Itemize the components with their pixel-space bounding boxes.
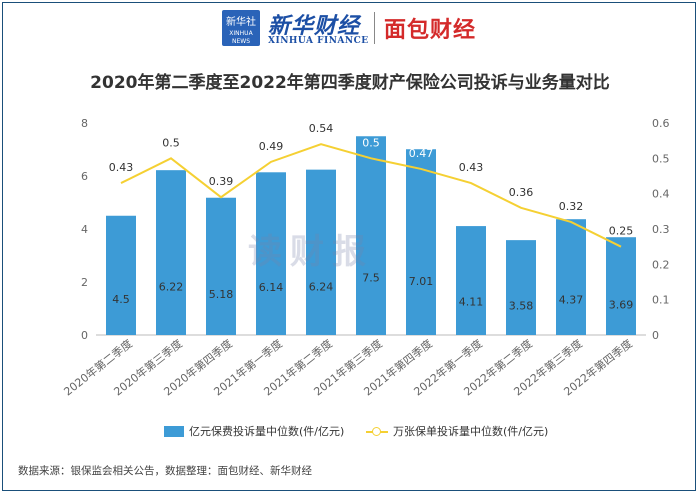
y-left-tick-label: 2: [81, 276, 88, 289]
brand-mianbao-finance: 面包财经: [384, 18, 477, 43]
y-left-tick-label: 8: [81, 117, 88, 130]
y-right-tick-label: 0.6: [652, 117, 670, 130]
bar-value-label: 4.5: [112, 293, 130, 306]
legend-label-bar: 亿元保费投诉量中位数(件/亿元): [189, 425, 345, 438]
y-left-tick-label: 0: [81, 329, 88, 342]
y-right-tick-label: 0.1: [652, 294, 670, 307]
line-value-label: 0.5: [162, 136, 180, 149]
bar-value-label: 4.11: [459, 296, 484, 309]
bar: [556, 219, 586, 335]
legend-bar-swatch: [164, 425, 184, 437]
bar: [456, 226, 486, 335]
bar-value-label: 5.18: [209, 288, 234, 301]
legend-item-bar: 亿元保费投诉量中位数(件/亿元): [164, 423, 344, 439]
bar-value-label: 7.5: [362, 271, 380, 284]
legend-label-line: 万张保单投诉量中位数(件/亿元): [393, 425, 549, 438]
y-right-tick-label: 0.2: [652, 258, 670, 271]
line-value-label: 0.36: [509, 186, 534, 199]
line-value-label: 0.54: [309, 122, 334, 135]
bar: [506, 240, 536, 335]
line-value-label: 0.32: [559, 200, 584, 213]
legend-line-swatch: [366, 426, 388, 437]
bar-value-label: 6.22: [159, 280, 184, 293]
line-value-label: 0.43: [109, 161, 134, 174]
xinhua-logo-text: 新华社: [226, 17, 256, 28]
watermark: 读财报: [248, 232, 374, 272]
bar: [156, 170, 186, 335]
bar-value-label: 6.14: [259, 281, 284, 294]
y-left-tick-label: 4: [81, 223, 88, 236]
bar: [356, 136, 386, 335]
xinhua-logo: 新华社 XINHUA NEWS: [222, 10, 260, 46]
legend: 亿元保费投诉量中位数(件/亿元) 万张保单投诉量中位数(件/亿元): [0, 423, 700, 439]
bar-value-label: 3.58: [509, 299, 534, 312]
y-right-tick-label: 0.5: [652, 152, 670, 165]
line-value-label: 0.49: [259, 140, 284, 153]
line-value-label: 0.25: [609, 225, 634, 238]
y-right-tick-label: 0.3: [652, 223, 670, 236]
bar-value-label: 6.24: [309, 280, 334, 293]
line-value-label: 0.47: [409, 147, 434, 160]
line-value-label: 0.5: [362, 136, 380, 149]
bar: [406, 149, 436, 335]
bar: [206, 197, 236, 335]
brand-xinhua-finance-en: XINHUA FINANCE: [268, 36, 369, 46]
line-path: [120, 143, 622, 248]
bar: [606, 237, 636, 335]
chart-title: 2020年第二季度至2022年第四季度财产保险公司投诉与业务量对比: [90, 73, 610, 93]
brand-xinhua-finance-cn: 新华财经: [268, 13, 361, 39]
line-value-label: 0.43: [459, 161, 484, 174]
bar-series: [106, 136, 636, 335]
line-value-label: 0.39: [209, 175, 234, 188]
y-right-tick-label: 0: [652, 329, 659, 342]
bar: [306, 169, 336, 335]
data-labels: 4.5 6.22 5.18 6.14 6.24 7.5 7.01 4.11 3.58 4.37 3.…: [109, 122, 634, 312]
bar-value-label: 7.01: [409, 275, 434, 288]
y-left-tick-label: 6: [81, 170, 88, 183]
brand-divider: [374, 12, 375, 44]
bar: [256, 172, 286, 335]
header: 新华社 XINHUA NEWS 新华财经 XINHUA FINANCE 面包财经: [0, 6, 700, 50]
y-right-tick-label: 0.4: [652, 188, 670, 201]
bar: [106, 215, 136, 335]
source-note: 数据来源：银保监会相关公告，数据整理：面包财经、新华财经: [18, 465, 312, 477]
bar-value-label: 4.37: [559, 294, 584, 307]
legend-item-line: 万张保单投诉量中位数(件/亿元): [366, 423, 548, 439]
bar-value-label: 3.69: [609, 299, 634, 312]
line-series: [120, 143, 622, 248]
xinhua-logo-subtext: XINHUA NEWS: [229, 30, 253, 45]
